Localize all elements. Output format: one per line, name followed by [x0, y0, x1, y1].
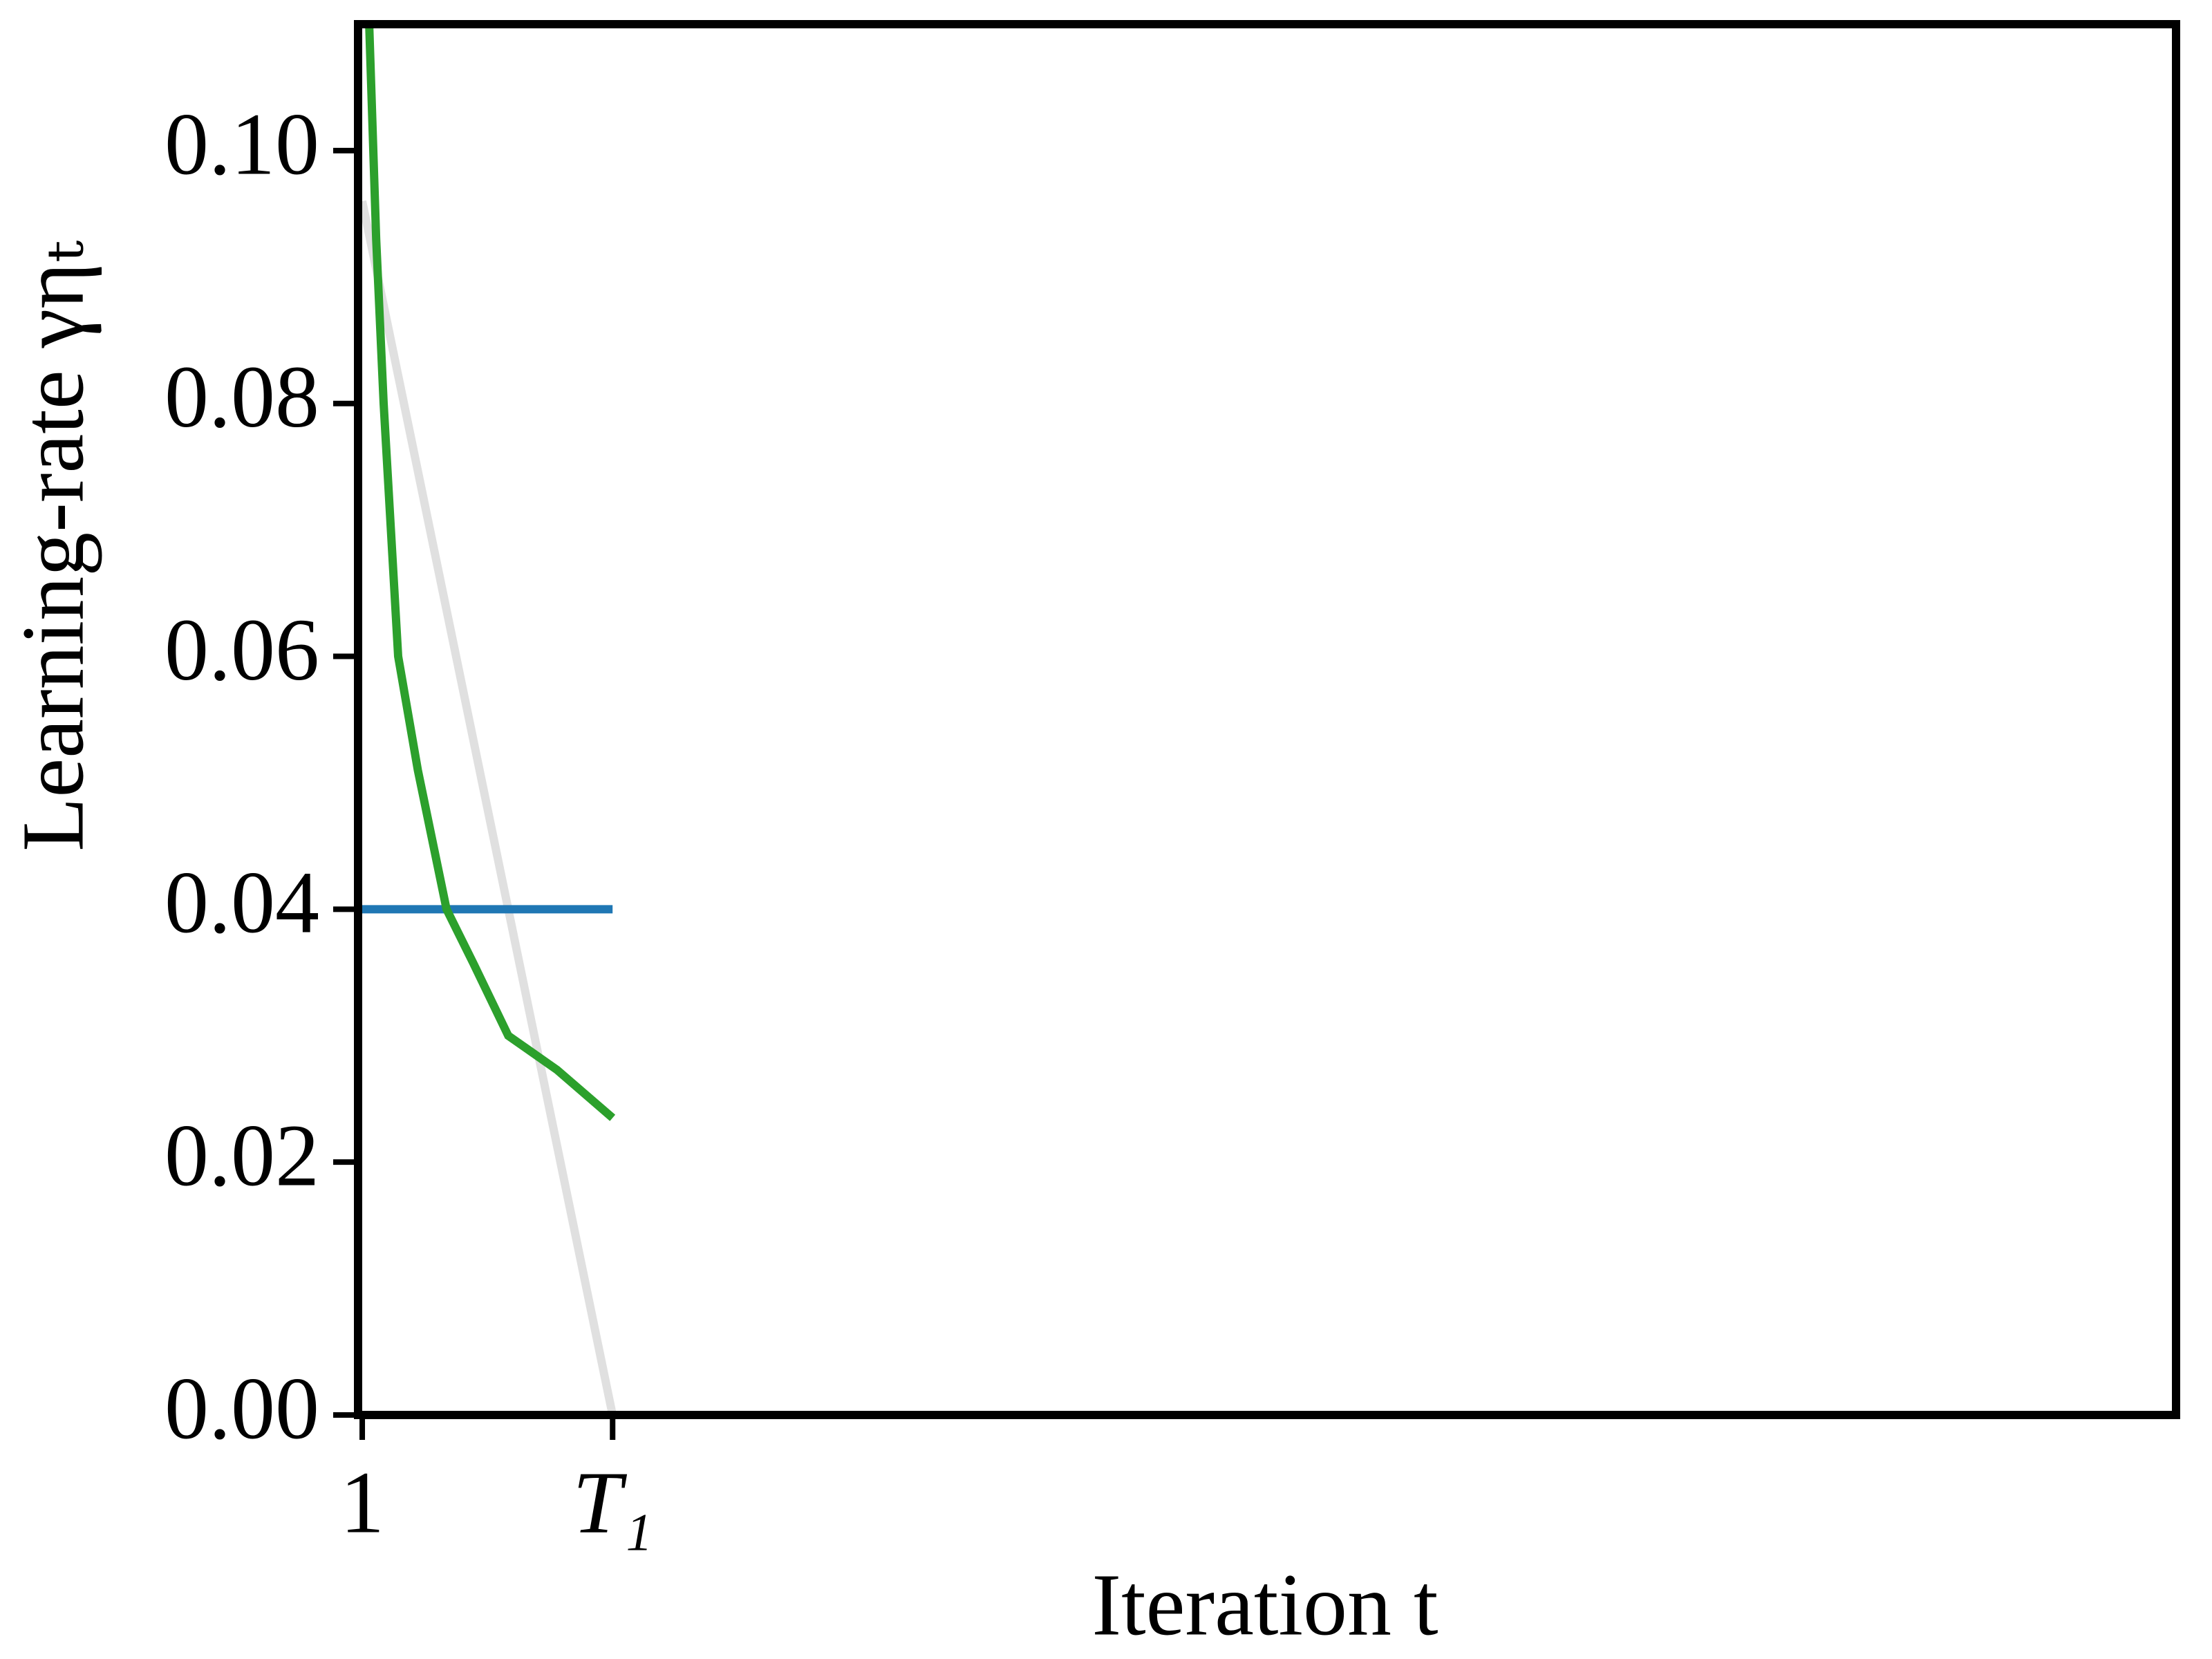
- y-tick-label: 0.10: [165, 95, 319, 193]
- line: [358, 200, 617, 1415]
- y-tick-label: 0.06: [165, 601, 319, 699]
- y-axis-label: Learning-rate γηₜ: [3, 241, 102, 852]
- y-tick-label: 0.00: [165, 1359, 319, 1457]
- plot-frame: [354, 20, 2180, 1419]
- x-axis-label: Iteration t: [1091, 1555, 1438, 1653]
- y-tick-label: 0.02: [165, 1107, 319, 1205]
- line: [365, 24, 616, 1121]
- x-tick-label: T₁: [572, 1453, 653, 1551]
- x-tick-label: 1: [340, 1453, 384, 1551]
- y-tick-label: 0.08: [165, 348, 319, 446]
- y-tick-label: 0.04: [165, 854, 319, 952]
